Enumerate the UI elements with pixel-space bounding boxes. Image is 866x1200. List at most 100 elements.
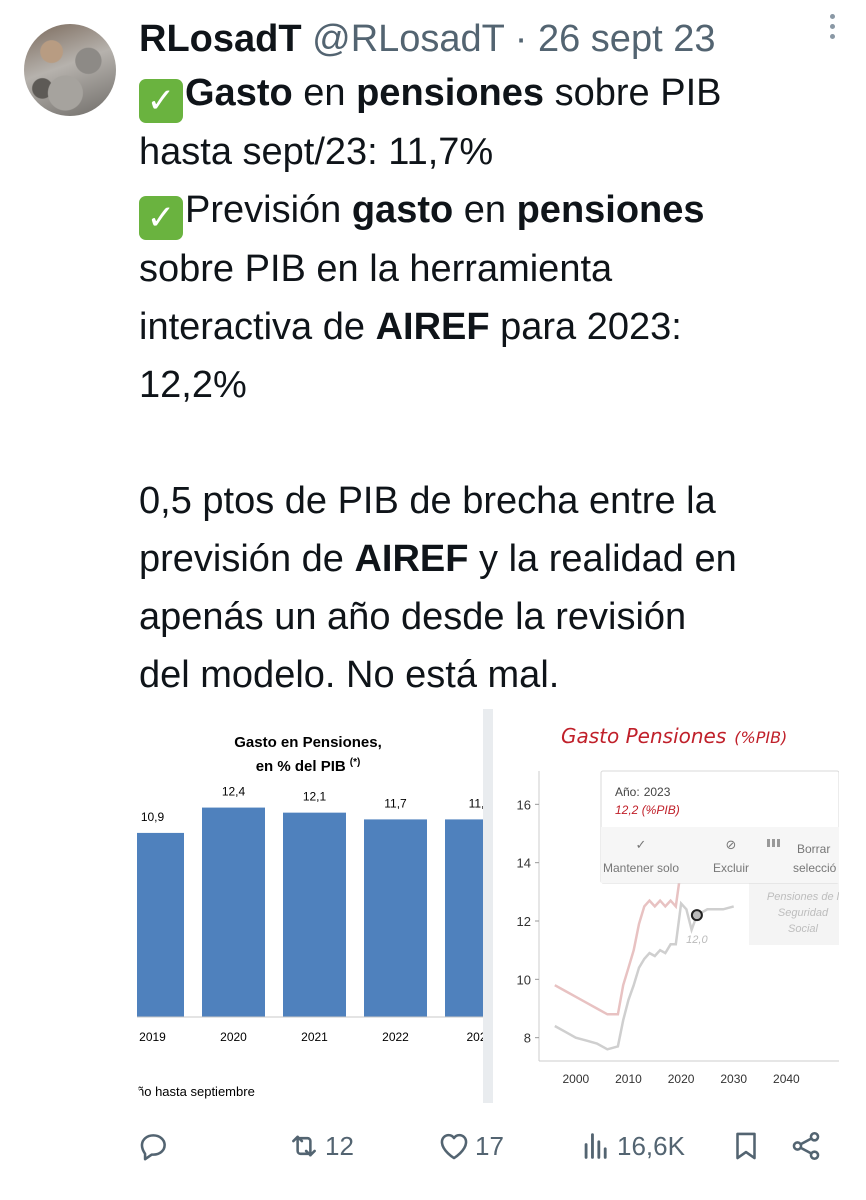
bookmark-icon: [736, 1132, 756, 1160]
bold-text: pensiones: [356, 72, 545, 114]
separator: ·: [514, 18, 528, 60]
text-line: apenás un año desde la revisión: [139, 596, 687, 638]
check-mark-icon: ✓: [139, 79, 183, 123]
tweet-actions: 12 17 16,6K: [137, 1118, 837, 1174]
chart-tooltip: Año: 2023 12,2 (%PIB) ✓ Mantener solo ⊘ E…: [600, 770, 839, 884]
x-tick-label: 2030: [720, 1072, 747, 1086]
y-tick-label: 14: [517, 856, 531, 871]
series-tag-label: Pensiones de l: [767, 891, 839, 903]
bar-3: [364, 819, 427, 1017]
bar-category-label: 2020: [220, 1030, 247, 1044]
text-line: interactiva de AIREF para 2023:: [139, 298, 851, 356]
y-tick-label: 8: [524, 1031, 531, 1046]
x-tick-label: 2000: [562, 1072, 589, 1086]
bold-text: gasto: [351, 189, 454, 231]
bar-2: [283, 812, 346, 1017]
like-button[interactable]: 17: [437, 1118, 504, 1174]
exclude-icon[interactable]: ⊘: [726, 838, 737, 853]
bar-category-label: 202: [466, 1030, 483, 1044]
series-line-1: [554, 900, 735, 1051]
text-line: previsión de AIREF y la realidad en: [139, 530, 851, 588]
bar-category-label: 2021: [301, 1030, 328, 1044]
x-tick-label: 2010: [615, 1072, 642, 1086]
tooltip-value: 12,2 (%PIB): [615, 803, 680, 817]
repost-count: 12: [325, 1130, 354, 1161]
text-span: en: [292, 72, 357, 114]
series-tag-label: Seguridad: [778, 907, 829, 919]
views-icon: [584, 1133, 607, 1159]
bar-value-label: 10,9: [141, 810, 165, 824]
tooltip-year: Año: 2023: [615, 785, 671, 799]
views-count: 16,6K: [617, 1130, 685, 1161]
bookmark-button[interactable]: [729, 1118, 763, 1174]
line-chart: Gasto Pensiones (%PIB) 12,0 8 10 12 14 16 200…: [517, 724, 839, 1086]
y-tick-label: 12: [517, 914, 531, 929]
bar-chart-footnote: ño hasta septiembre: [137, 1084, 255, 1099]
text-line: hasta sept/23: 11,7%: [139, 131, 494, 173]
bold-text: AIREF: [375, 306, 490, 348]
bar-value-label: 12,1: [303, 790, 327, 804]
check-mark-icon: ✓: [139, 196, 183, 240]
text-line: 0,5 ptos de PIB de brecha entre la: [139, 480, 716, 522]
share-icon: [792, 1131, 820, 1161]
y-tick-label: 16: [517, 797, 531, 812]
bar-value-label: 12,4: [222, 785, 246, 799]
media-divider: [483, 709, 493, 1103]
text-span: Previsión: [185, 189, 352, 231]
bar-0: [137, 832, 184, 1017]
series-tag-label: Social: [788, 923, 819, 935]
bar-category-label: 2019: [139, 1030, 166, 1044]
bold-text: AIREF: [354, 538, 469, 580]
bar-value-label: 11,: [469, 796, 483, 810]
handle[interactable]: @RLosadT: [312, 18, 505, 60]
text-span: sobre PIB: [544, 72, 722, 114]
bar-chart-title: Gasto en Pensiones,: [234, 734, 382, 751]
display-name[interactable]: RLosadT: [139, 18, 302, 60]
repost-button[interactable]: 12: [287, 1118, 354, 1174]
bar-chart: Gasto en Pensiones, en % del PIB (*) 10,9…: [137, 734, 508, 1099]
clear-selection-action[interactable]: Borrar: [797, 842, 830, 856]
text-span: para 2023:: [489, 306, 682, 348]
x-tick-label: 2020: [668, 1072, 695, 1086]
heart-icon: [440, 1133, 468, 1160]
avatar[interactable]: [24, 24, 116, 116]
share-button[interactable]: [789, 1118, 823, 1174]
line-chart-title: Gasto Pensiones (%PIB): [561, 724, 787, 748]
media-image-line-chart[interactable]: Gasto Pensiones (%PIB) 12,0 8 10 12 14 16 200…: [493, 709, 839, 1103]
text-span: en: [453, 189, 517, 231]
bold-text: Gasto: [185, 72, 293, 114]
tweet-header: RLosadT @RLosadT · 26 sept 23: [139, 14, 859, 64]
y-tick-label: 10: [517, 972, 531, 987]
bold-text: pensiones: [516, 189, 705, 231]
like-count: 17: [475, 1130, 504, 1161]
repost-icon: [292, 1135, 316, 1157]
check-icon[interactable]: ✓: [636, 838, 647, 853]
bar-4: [445, 819, 508, 1017]
series-tag-box: [749, 879, 839, 945]
text-line: del modelo. No está mal.: [139, 654, 560, 696]
series-line-0: [554, 868, 683, 1016]
text-span: interactiva de: [139, 306, 376, 348]
bar-chart-subtitle: en % del PIB (*): [256, 757, 361, 775]
tweet-date[interactable]: 26 sept 23: [537, 18, 716, 60]
highlight-point[interactable]: [690, 909, 703, 922]
reply-button[interactable]: [137, 1118, 175, 1174]
views-button[interactable]: 16,6K: [579, 1118, 685, 1174]
media-grid: Gasto en Pensiones, en % del PIB (*) 10,9…: [137, 709, 839, 1103]
keep-only-action[interactable]: Mantener solo: [603, 861, 679, 875]
exclude-action[interactable]: Excluir: [713, 861, 749, 875]
tweet-text: ✓ Gasto en pensiones sobre PIB hasta sept…: [139, 64, 851, 704]
bar-category-label: 2022: [382, 1030, 409, 1044]
clear-selection-icon[interactable]: [767, 839, 780, 847]
clear-selection-action-2[interactable]: selecció: [793, 861, 837, 875]
text-line: ✓ Gasto en pensiones sobre PIB: [139, 64, 851, 123]
highlight-label: 12,0: [686, 934, 708, 946]
text-line: sobre PIB en la herramienta: [139, 248, 613, 290]
more-options-icon[interactable]: [828, 14, 836, 42]
reply-icon: [140, 1134, 166, 1161]
bar-value-label: 11,7: [384, 796, 407, 810]
media-image-bar-chart[interactable]: Gasto en Pensiones, en % del PIB (*) 10,9…: [137, 709, 508, 1103]
text-span: previsión de: [139, 538, 355, 580]
text-span: y la realidad en: [468, 538, 737, 580]
bar-1: [202, 807, 265, 1017]
